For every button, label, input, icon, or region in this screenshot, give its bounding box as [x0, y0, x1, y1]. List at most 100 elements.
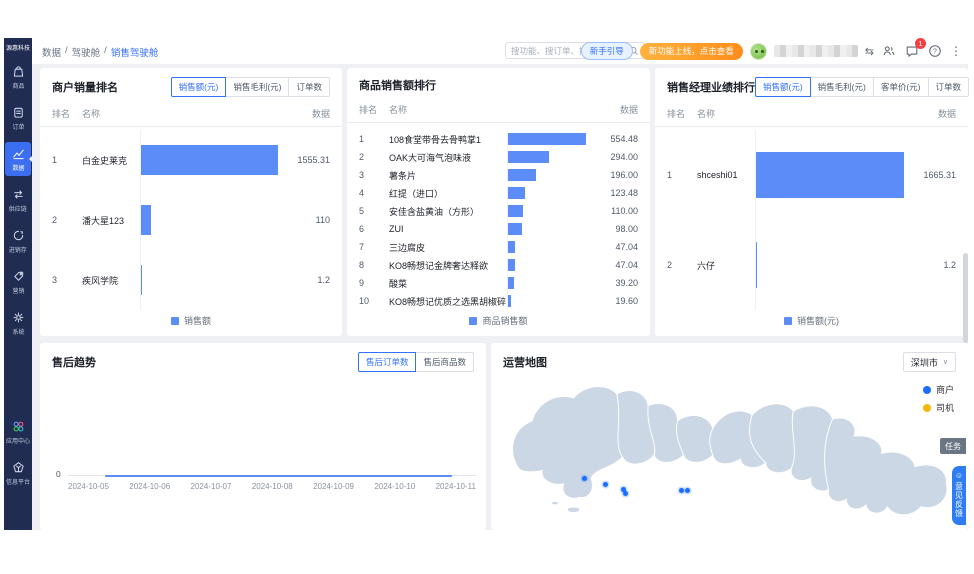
name-cell: 疾风学院 [82, 275, 119, 286]
sidebar-item-system[interactable]: 系统 [5, 306, 31, 340]
bar-track [755, 130, 904, 220]
panel-tab[interactable]: 售后订单数 [357, 352, 417, 372]
name-cell: OAK大可海气泡味液 [389, 152, 472, 163]
rank-cell: 8 [359, 260, 365, 270]
bar [508, 133, 586, 145]
name-cell: 白金史莱克 [82, 155, 128, 166]
rank-cell: 7 [359, 242, 365, 252]
order-doc-icon [13, 107, 23, 118]
search-input[interactable] [511, 45, 629, 56]
sidebar-item-inventory[interactable]: 进销存 [5, 224, 31, 258]
chevron-down-icon: ∨ [942, 359, 948, 366]
table-row: 7 三边腐皮 47.04 [347, 238, 650, 256]
table-row: 9 酸菜 39.20 [347, 274, 650, 292]
sidebar-item-label: 进销存 [9, 247, 27, 254]
panel-tab[interactable]: 销售额(元) [170, 77, 227, 97]
feedback-tab[interactable]: ☺ 意见反馈 [952, 466, 966, 525]
x-axis-label: 2024-10-09 [313, 482, 354, 491]
value-cell: 1.2 [317, 275, 330, 285]
legend-label: 司机 [935, 403, 954, 413]
legend-label: 商品销售额 [482, 316, 528, 326]
help-icon[interactable]: ? [927, 43, 943, 59]
panel-tab[interactable]: 销售毛利(元) [225, 77, 290, 97]
sidebar-item-app-center[interactable]: 应用中心 [5, 415, 31, 449]
panel-tab[interactable]: 销售额(元) [755, 77, 811, 97]
rank-cell: 2 [52, 215, 58, 225]
legend-merchant: 商户 [922, 383, 954, 396]
table-row: 1 白金史莱克 1555.31 [40, 130, 342, 190]
city-select[interactable]: 深圳市 ∨ [902, 352, 956, 372]
bar-rows: 1 108食堂带骨去骨鸭掌1 554.48 2 OAK大可海气泡味液 294.0… [347, 130, 650, 310]
chart-legend: 商品销售额 [347, 314, 650, 327]
task-tag[interactable]: 任务 [940, 438, 966, 454]
chart-legend: 销售额 [40, 314, 342, 327]
table-header: 排名 名称 数据 [40, 97, 342, 127]
merchant-map-marker [581, 476, 587, 482]
breadcrumb-item[interactable]: 驾驶舱 [71, 48, 101, 59]
table-row: 2 OAK大可海气泡味液 294.00 [347, 148, 650, 166]
name-cell: KO8畅想记金牌奢达释欲 [389, 260, 489, 271]
sidebar-item-orders[interactable]: 订单 [5, 101, 31, 135]
rank-cell: 3 [52, 275, 58, 285]
merchant-map-marker [603, 481, 609, 487]
bar [508, 205, 524, 217]
username-redacted [773, 45, 858, 57]
shenzhen-map [499, 373, 960, 526]
sidebar-item-data[interactable]: 数据 [5, 142, 31, 176]
value-cell: 19.60 [615, 296, 638, 306]
guide-pill-button[interactable]: 新手引导 [580, 42, 633, 60]
bar [508, 277, 514, 289]
value-cell: 1555.31 [297, 155, 330, 165]
rank-cell: 1 [359, 134, 365, 144]
value-cell: 110.00 [611, 206, 638, 216]
bar [141, 145, 278, 175]
messages-icon[interactable]: 1 [904, 38, 926, 59]
sidebar-item-label: 信息平台 [6, 479, 30, 486]
goods-bag-icon [13, 66, 23, 77]
panel-product-ranking: 商品销售额排行 排名 名称 数据 1 108食堂带骨去骨鸭掌1 554.48 2… [347, 68, 650, 336]
users-icon[interactable] [881, 43, 897, 59]
scrollbar-thumb[interactable] [963, 253, 968, 343]
panel-tab[interactable]: 订单数 [927, 77, 970, 97]
message-count-badge: 1 [915, 38, 926, 49]
name-cell: ZUI [389, 224, 404, 234]
sidebar-item-marketing[interactable]: 营销 [5, 265, 31, 299]
legend-swatch [784, 316, 792, 325]
name-cell: shceshi01 [697, 170, 738, 180]
legend-label: 销售额(元) [797, 316, 839, 326]
sidebar-item-info-platform[interactable]: 信息平台 [5, 456, 31, 490]
more-icon[interactable]: ⋮ [950, 44, 962, 58]
value-cell: 1665.31 [923, 170, 956, 180]
sidebar-item-supply-chain[interactable]: 供应链 [5, 183, 31, 217]
switch-account-icon[interactable]: ⇆ [864, 45, 874, 58]
metric-tabs: 销售额(元) 销售毛利(元) 订单数 [170, 77, 330, 97]
legend-label: 销售额 [183, 316, 211, 326]
panel-tab[interactable]: 客单价(元) [872, 77, 929, 97]
value-cell: 1.2 [943, 260, 956, 270]
sidebar-item-goods[interactable]: 商品 [5, 60, 31, 94]
bar-track [755, 220, 904, 310]
rank-cell: 9 [359, 278, 365, 288]
x-axis-label: 2024-10-11 [435, 482, 476, 491]
promo-pill-button[interactable]: 新功能上线，点击查看 [639, 42, 743, 60]
value-cell: 123.48 [610, 188, 638, 198]
table-row: 6 ZUI 98.00 [347, 220, 650, 238]
sidebar-item-label: 商品 [12, 83, 24, 90]
topbar: 数据 / 驾驶舱 / 销售驾驶舱 新手引导 新功能上线，点击查看 ⇆ [32, 38, 968, 64]
x-axis-label: 2024-10-08 [251, 482, 293, 491]
breadcrumb-item[interactable]: 数据 [42, 48, 62, 59]
chart-legend: 销售额(元) [655, 314, 968, 327]
panel-tab[interactable]: 订单数 [288, 77, 330, 97]
avatar[interactable] [749, 42, 767, 60]
breadcrumb-separator: / [104, 45, 107, 56]
panel-tab[interactable]: 销售毛利(元) [809, 77, 874, 97]
panel-tab[interactable]: 售后商品数 [415, 352, 474, 372]
map-legend: 商户 司机 [922, 383, 954, 414]
panel-title: 售后趋势 [52, 357, 96, 369]
merchant-map-marker [620, 486, 626, 492]
sidebar-item-label: 系统 [12, 329, 24, 336]
table-row: 3 疾风学院 1.2 [40, 250, 342, 310]
svg-text:?: ? [933, 49, 937, 56]
bar-rows: 1 白金史莱克 1555.31 2 潘大星123 110 3 疾风学院 1.2 [40, 130, 342, 310]
bar-track [140, 130, 278, 190]
